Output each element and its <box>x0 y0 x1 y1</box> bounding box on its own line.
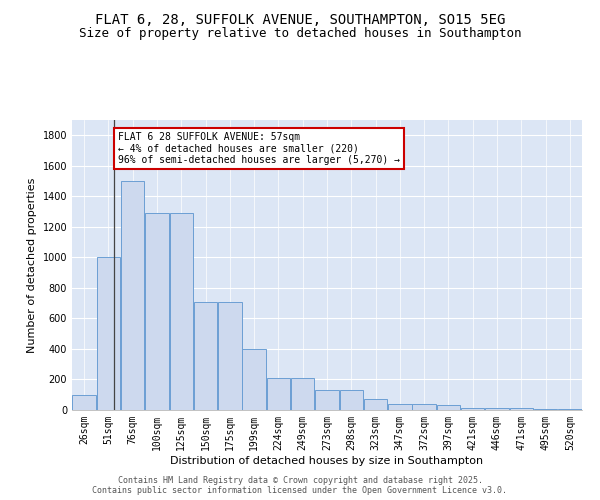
Y-axis label: Number of detached properties: Number of detached properties <box>27 178 37 352</box>
Bar <box>437 406 460 410</box>
Bar <box>340 390 363 410</box>
Bar <box>412 404 436 410</box>
Bar <box>242 349 266 410</box>
X-axis label: Distribution of detached houses by size in Southampton: Distribution of detached houses by size … <box>170 456 484 466</box>
Text: FLAT 6, 28, SUFFOLK AVENUE, SOUTHAMPTON, SO15 5EG: FLAT 6, 28, SUFFOLK AVENUE, SOUTHAMPTON,… <box>95 12 505 26</box>
Text: Size of property relative to detached houses in Southampton: Size of property relative to detached ho… <box>79 28 521 40</box>
Bar <box>218 302 242 410</box>
Bar <box>485 408 509 410</box>
Text: Contains HM Land Registry data © Crown copyright and database right 2025.
Contai: Contains HM Land Registry data © Crown c… <box>92 476 508 495</box>
Bar <box>364 400 388 410</box>
Bar <box>291 378 314 410</box>
Bar <box>266 378 290 410</box>
Bar <box>121 181 145 410</box>
Bar <box>315 390 339 410</box>
Bar <box>534 409 557 410</box>
Bar <box>145 213 169 410</box>
Bar <box>388 404 412 410</box>
Bar <box>461 408 484 410</box>
Bar <box>558 409 581 410</box>
Bar <box>73 394 96 410</box>
Bar <box>170 213 193 410</box>
Bar <box>509 408 533 410</box>
Bar <box>97 258 120 410</box>
Bar <box>194 302 217 410</box>
Text: FLAT 6 28 SUFFOLK AVENUE: 57sqm
← 4% of detached houses are smaller (220)
96% of: FLAT 6 28 SUFFOLK AVENUE: 57sqm ← 4% of … <box>118 132 400 166</box>
